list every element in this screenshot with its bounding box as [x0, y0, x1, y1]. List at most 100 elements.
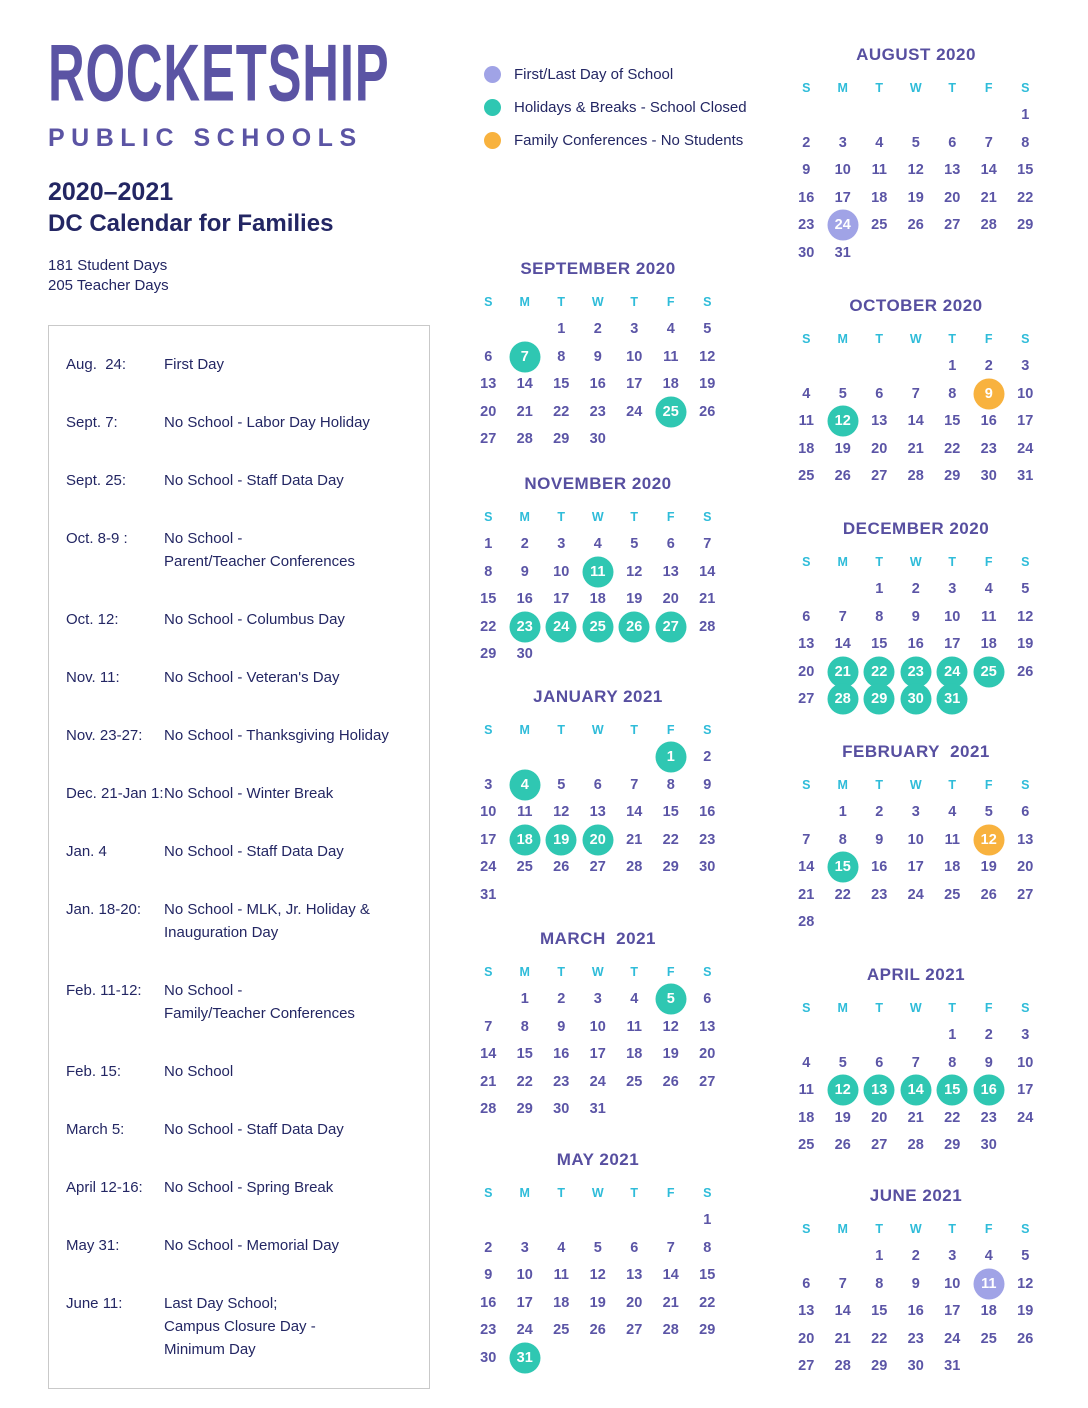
- day-number: 5: [911, 134, 920, 151]
- day-cell: 28: [825, 1353, 862, 1381]
- day-number: 4: [984, 1248, 993, 1265]
- day-number: 26: [553, 859, 570, 876]
- month-title: JUNE 2021: [869, 1186, 963, 1205]
- day-number: 29: [871, 1358, 888, 1375]
- day-cell: 18: [653, 371, 690, 399]
- legend-item: First/Last Day of School: [484, 66, 747, 83]
- day-number: 7: [802, 831, 811, 848]
- day-number: 25: [980, 1330, 997, 1347]
- day-number: 7: [666, 1239, 675, 1256]
- day-number: 4: [984, 581, 993, 598]
- day-number: 24: [944, 663, 961, 680]
- day-cell: 18: [934, 854, 971, 882]
- day-number: 29: [944, 468, 961, 485]
- day-number: 16: [589, 376, 606, 393]
- event-row: Oct. 8-9 : No School - Parent/Teacher Con…: [66, 527, 417, 573]
- day-number: 6: [875, 385, 884, 402]
- day-number: 17: [944, 636, 961, 653]
- day-number: 13: [871, 1082, 888, 1099]
- day-cell-holiday: 15: [825, 854, 862, 882]
- event-description: No School - Staff Data Day: [164, 472, 344, 489]
- day-cell: 14: [470, 1041, 507, 1069]
- document-title: 2020–2021 DC Calendar for Families: [48, 178, 333, 238]
- day-cell: 25: [616, 1068, 653, 1096]
- day-number: 6: [666, 536, 675, 553]
- day-cell: 8: [543, 343, 580, 371]
- day-number: 15: [699, 1267, 716, 1284]
- empty-cell: [788, 102, 825, 130]
- student-days-count: 181 Student Days: [48, 257, 168, 274]
- day-cell: 25: [934, 881, 971, 909]
- day-number: 23: [871, 886, 888, 903]
- day-number: 23: [980, 1109, 997, 1126]
- day-number: 7: [911, 1054, 920, 1071]
- day-number: 16: [798, 189, 815, 206]
- day-cell: 11: [788, 408, 825, 436]
- day-cell: 22: [507, 1068, 544, 1096]
- weekday-header: W: [591, 964, 604, 979]
- day-cell: 25: [543, 1317, 580, 1345]
- day-number: 28: [480, 1101, 497, 1118]
- day-number: 4: [948, 804, 957, 821]
- event-description: No School - Columbus Day: [164, 611, 345, 628]
- month-title: MARCH 2021: [539, 929, 657, 948]
- event-date: Dec. 21-Jan 1:: [66, 785, 164, 802]
- day-number: 27: [699, 1073, 716, 1090]
- day-cell: 5: [898, 129, 935, 157]
- day-number: 6: [875, 1054, 884, 1071]
- day-cell: 27: [616, 1317, 653, 1345]
- day-cell: 10: [934, 1270, 971, 1298]
- day-number: 29: [1017, 217, 1034, 234]
- day-cell-holiday: 26: [616, 613, 653, 641]
- day-cell: 12: [898, 157, 935, 185]
- day-number: 18: [798, 1109, 815, 1126]
- day-cell: 28: [470, 1096, 507, 1124]
- day-cell: 24: [470, 854, 507, 882]
- day-cell: 16: [543, 1041, 580, 1069]
- day-cell-holiday: 29: [861, 686, 898, 714]
- title-subtitle: DC Calendar for Families: [48, 210, 334, 237]
- day-number: 18: [980, 636, 997, 653]
- day-cell-holiday: 16: [971, 1077, 1008, 1105]
- day-cell: 7: [825, 1270, 862, 1298]
- day-cell: 29: [1007, 212, 1044, 240]
- day-number: 22: [699, 1294, 716, 1311]
- day-number: 11: [944, 831, 960, 848]
- event-description: No School: [164, 1063, 234, 1080]
- day-cell: 27: [934, 212, 971, 240]
- day-cell: 19: [689, 371, 726, 399]
- day-number: 3: [948, 581, 957, 598]
- day-cell: 20: [653, 586, 690, 614]
- legend-dot-holiday-icon: [484, 99, 501, 116]
- day-cell: 10: [543, 558, 580, 586]
- day-cell: 23: [971, 435, 1008, 463]
- logo-subtitle: PUBLIC SCHOOLS: [48, 124, 363, 152]
- weekday-header: T: [948, 80, 957, 95]
- weekday-header: T: [875, 80, 884, 95]
- day-cell: 3: [825, 129, 862, 157]
- day-cell: 8: [470, 558, 507, 586]
- day-cell: 12: [616, 558, 653, 586]
- month-title: JANUARY 2021: [533, 687, 663, 706]
- day-number: 7: [838, 1275, 847, 1292]
- day-number: 10: [944, 1275, 961, 1292]
- day-number: 4: [557, 1239, 566, 1256]
- day-cell: 12: [689, 343, 726, 371]
- weekday-header: T: [875, 777, 884, 792]
- event-date: Jan. 18-20:: [66, 901, 142, 918]
- day-number: 5: [703, 321, 712, 338]
- day-cell-first-last: 11: [971, 1270, 1008, 1298]
- day-number: 26: [589, 1322, 606, 1339]
- empty-cell: [470, 744, 507, 772]
- event-description: No School - Staff Data Day: [164, 843, 344, 860]
- day-number: 6: [802, 608, 811, 625]
- day-cell: 13: [616, 1262, 653, 1290]
- day-number: 13: [589, 804, 606, 821]
- day-number: 23: [907, 1330, 924, 1347]
- day-cell: 27: [580, 854, 617, 882]
- day-number: 12: [907, 162, 924, 179]
- day-counts: 181 Student Days 205 Teacher Days: [48, 256, 169, 296]
- day-number: 26: [980, 886, 997, 903]
- event-description: No School - Labor Day Holiday: [164, 414, 370, 431]
- day-number: 2: [984, 358, 993, 375]
